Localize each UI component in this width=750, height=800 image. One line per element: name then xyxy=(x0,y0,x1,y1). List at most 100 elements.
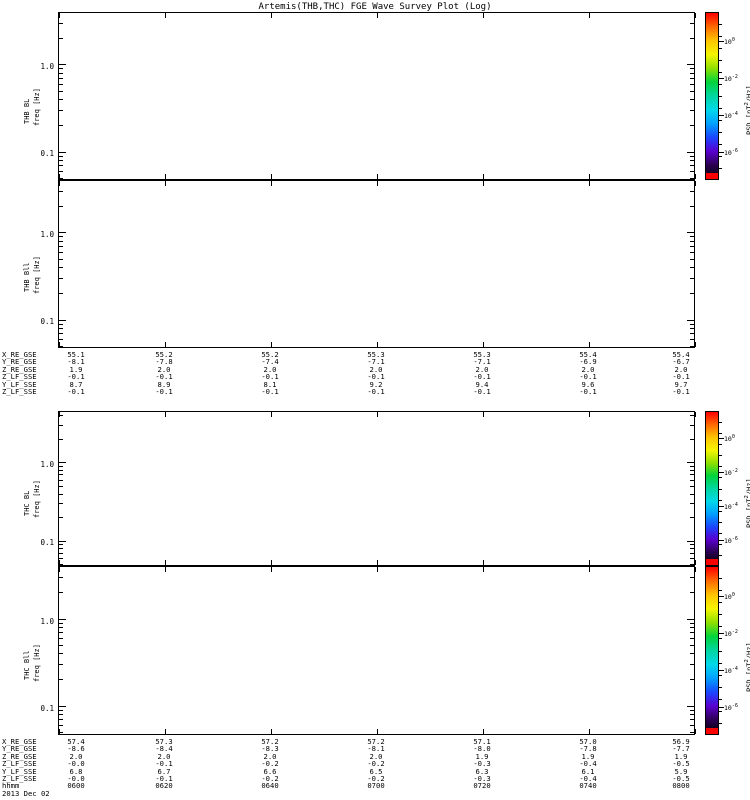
y-tick-minor xyxy=(690,278,694,279)
annotation-value: 55.2 xyxy=(261,350,279,359)
y-tick-minor xyxy=(690,638,694,639)
date-stamp: 2013 Dec 02 xyxy=(2,789,50,798)
y-tick-minor xyxy=(59,714,63,715)
annotation-value: -0.2 xyxy=(367,759,385,769)
y-tick-minor xyxy=(690,553,694,554)
annotation-value: -8.6 xyxy=(67,744,85,754)
colorbar-thc[interactable] xyxy=(705,411,719,566)
y-tick-minor xyxy=(690,333,694,334)
y-tick-minor xyxy=(59,645,63,646)
annotation-value: -7.1 xyxy=(473,357,491,367)
y-tick-minor xyxy=(690,38,694,39)
y-tick-minor xyxy=(59,494,63,495)
x-tick xyxy=(271,567,272,572)
page-title: Artemis(THB,THC) FGE Wave Survey Plot (L… xyxy=(258,2,492,12)
x-tick xyxy=(589,181,590,186)
x-tick xyxy=(59,560,60,565)
annotation-value: -0.0 xyxy=(67,773,85,783)
panel-thb-bl-axis-label-name: THB BL xyxy=(23,98,31,124)
annotation-value: 2.0 xyxy=(263,751,277,761)
x-tick xyxy=(483,729,484,734)
colorbar-tick-major xyxy=(719,670,724,671)
x-tick xyxy=(165,560,166,565)
x-tick xyxy=(483,560,484,565)
colorbar-tick-major xyxy=(719,596,724,597)
y-tick-minor xyxy=(59,517,63,518)
y-tick-minor xyxy=(59,328,63,329)
colorbar-tick-minor xyxy=(719,477,722,478)
annotation-value: 57.4 xyxy=(67,737,85,746)
colorbar-tick-minor xyxy=(719,626,722,627)
y-tick-minor xyxy=(59,627,63,628)
colorbar-thc-lower[interactable] xyxy=(705,566,719,735)
annotation-value: 9.6 xyxy=(581,379,595,389)
annotation-value: -8.3 xyxy=(261,744,279,754)
panel-thb-bll-axis-label-unit: freq [Hz] xyxy=(33,256,41,294)
annotation-row-label: Y_RE_GSE xyxy=(2,357,37,367)
panel-thc-bll[interactable] xyxy=(58,566,696,735)
annotation-row: Z_RE_GSE 2.0 2.0 2.0 2.0 1.9 1.9 1.9 xyxy=(2,751,750,761)
y-tick-major xyxy=(687,320,694,321)
y-tick-minor xyxy=(690,627,694,628)
y-tick-minor xyxy=(690,160,694,161)
annotation-value: 55.1 xyxy=(67,350,85,359)
x-tick xyxy=(695,412,696,417)
y-tick-minor xyxy=(59,623,63,624)
y-tick-minor xyxy=(59,577,63,578)
y-tick-minor xyxy=(59,664,63,665)
y-tick-minor xyxy=(59,178,63,179)
x-tick xyxy=(165,181,166,186)
panel-thc-bll-axis-label-unit: freq [Hz] xyxy=(33,644,41,682)
x-tick xyxy=(165,729,166,734)
x-tick xyxy=(59,174,60,179)
x-tick xyxy=(695,174,696,179)
annotation-value: 8.7 xyxy=(69,379,83,389)
colorbar-tick-minor xyxy=(719,500,722,501)
colorbar-tick-minor xyxy=(719,511,722,512)
x-tick xyxy=(377,174,378,179)
annotation-value: -8.4 xyxy=(155,744,173,754)
panel-thb-bl[interactable] xyxy=(58,12,696,180)
y-tick-minor xyxy=(690,503,694,504)
y-tick-minor xyxy=(690,470,694,471)
panel-thb-bll[interactable] xyxy=(58,180,696,348)
annotation-row-label: Y_LF_SSE xyxy=(2,379,37,389)
colorbar-thc-lower-gradient xyxy=(706,567,718,734)
annotation-row: Z_LF_SSE -0.0 -0.1 -0.2 -0.2 -0.3 -0.4 -0.5 xyxy=(2,759,750,769)
annotation-value: -0.0 xyxy=(67,759,85,769)
x-tick xyxy=(165,342,166,347)
y-tick-major xyxy=(59,232,66,233)
x-tick xyxy=(695,729,696,734)
annotation-value: 6.6 xyxy=(263,766,277,776)
y-tick-major xyxy=(59,619,66,620)
colorbar-tick-minor xyxy=(719,132,722,133)
panel-thc-bl[interactable] xyxy=(58,411,696,566)
annotations-top: X_RE_GSE 55.1 55.2 55.2 55.3 55.3 55.4 55.4 Y_RE… xyxy=(2,350,750,396)
annotation-row: Y_LF_SSE 8.7 8.9 8.1 9.2 9.4 9.6 9.7 xyxy=(2,379,750,389)
y-tick-minor xyxy=(59,68,63,69)
colorbar-tick-label: 10-6 xyxy=(724,536,738,546)
annotation-value: -0.2 xyxy=(261,759,279,769)
colorbar-thc-gradient xyxy=(706,412,718,565)
annotation-value: 57.0 xyxy=(579,737,597,746)
x-tick xyxy=(483,567,484,572)
annotation-value: 1.9 xyxy=(475,751,489,761)
y-tick-minor xyxy=(690,206,694,207)
panel-thc-bll-axis-label-name: THC Bll xyxy=(23,650,31,680)
colorbar-thb[interactable] xyxy=(705,12,719,180)
x-tick xyxy=(377,567,378,572)
y-tick-minor xyxy=(59,503,63,504)
annotation-value: 0720 xyxy=(473,781,491,791)
y-tick-minor xyxy=(59,339,63,340)
annotation-row: Z_RE_GSE 1.9 2.0 2.0 2.0 2.0 2.0 2.0 xyxy=(2,364,750,374)
x-tick xyxy=(483,412,484,417)
x-tick xyxy=(483,13,484,18)
colorbar-tick-label: 10-2 xyxy=(724,629,738,639)
annotation-value: 1.9 xyxy=(69,364,83,374)
colorbar-tick-major xyxy=(719,41,724,42)
annotation-value: 0600 xyxy=(67,781,85,791)
y-tick-minor xyxy=(690,564,694,565)
annotation-value: 0640 xyxy=(261,781,279,791)
x-tick xyxy=(59,729,60,734)
